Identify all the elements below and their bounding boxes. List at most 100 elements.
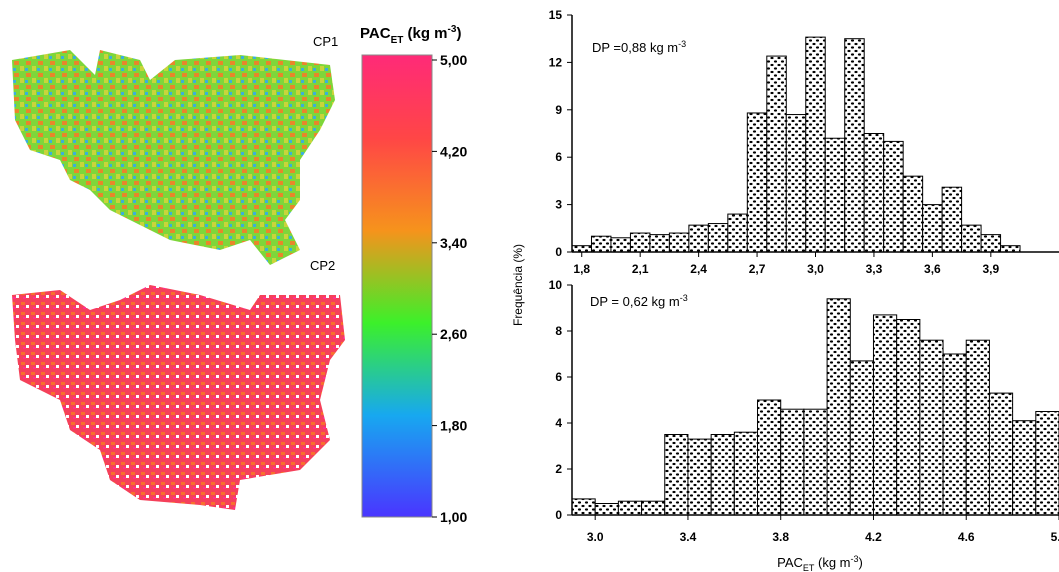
bar xyxy=(617,500,643,516)
colorbar-tick-label: 3,40 xyxy=(440,235,467,251)
x-tick-label: 3.0 xyxy=(587,530,604,544)
bar xyxy=(668,232,690,253)
bar xyxy=(780,408,805,516)
x-tick-label: 3,0 xyxy=(807,262,824,276)
bar xyxy=(649,234,670,253)
title-sup: -3 xyxy=(448,24,457,35)
y-tick-label: 0 xyxy=(555,508,562,522)
bar xyxy=(826,298,851,516)
map-cp1 xyxy=(12,50,335,265)
bar xyxy=(844,38,865,253)
bar xyxy=(849,360,874,516)
y-tick-label: 9 xyxy=(555,103,562,117)
colorbar-tick-label: 1,00 xyxy=(440,509,467,525)
bar xyxy=(727,213,748,253)
bar xyxy=(919,339,944,516)
bar xyxy=(629,232,651,253)
y-axis-label: Frequência (%) xyxy=(511,244,525,326)
bar xyxy=(590,235,612,253)
y-tick-label: 8 xyxy=(555,324,562,338)
annotation-text: DP = 0,62 kg m xyxy=(590,294,680,309)
colorbar-tick-label: 4,20 xyxy=(440,143,467,159)
bar xyxy=(883,140,904,253)
bar xyxy=(664,434,689,516)
y-tick-label: 6 xyxy=(555,370,562,384)
bar xyxy=(687,438,712,516)
bar xyxy=(746,112,768,253)
bar xyxy=(942,353,967,516)
bar xyxy=(824,137,846,253)
bar xyxy=(594,503,619,516)
bar xyxy=(733,431,759,516)
bar xyxy=(961,224,982,253)
label-sub: ET xyxy=(803,563,815,572)
title-sub: ET xyxy=(391,35,404,46)
x-tick-label: 2,4 xyxy=(690,262,707,276)
bar xyxy=(922,204,943,253)
bar xyxy=(941,186,963,253)
bar xyxy=(710,434,735,516)
y-tick-label: 3 xyxy=(555,198,562,212)
label-part: (kg m xyxy=(814,555,850,570)
x-tick-label: 3.8 xyxy=(772,530,789,544)
title-part: ) xyxy=(456,25,461,42)
x-tick-label: 3,3 xyxy=(866,262,883,276)
annotation-text: DP =0,88 kg m xyxy=(592,40,678,55)
bar xyxy=(863,133,885,253)
x-tick-label: 2,7 xyxy=(749,262,766,276)
y-tick-label: 12 xyxy=(549,55,563,69)
bar xyxy=(766,55,787,253)
bar xyxy=(902,175,924,253)
bar xyxy=(688,224,709,253)
y-tick-label: 2 xyxy=(555,462,562,476)
bar xyxy=(965,339,990,516)
bar xyxy=(1035,411,1059,516)
map-cp2 xyxy=(12,285,345,510)
annotation-sup: -3 xyxy=(678,39,686,49)
annotation-sup: -3 xyxy=(680,293,688,303)
bar xyxy=(571,245,592,253)
bar xyxy=(896,319,921,516)
bar xyxy=(571,498,596,516)
colorbar-title: PACET (kg m-3) xyxy=(360,24,461,46)
bar xyxy=(980,234,1002,253)
y-tick-label: 10 xyxy=(549,278,563,292)
map-label: CP1 xyxy=(313,34,338,49)
map-label: CP2 xyxy=(310,258,335,273)
bar xyxy=(641,500,666,516)
x-tick-label: 2,1 xyxy=(632,262,649,276)
bar xyxy=(757,399,782,516)
title-part: (kg m xyxy=(403,25,447,42)
y-tick-label: 4 xyxy=(555,416,562,430)
x-tick-label: 5.0 xyxy=(1051,530,1059,544)
bar xyxy=(1000,245,1021,253)
bar xyxy=(803,408,828,516)
x-tick-label: 4.2 xyxy=(865,530,882,544)
y-tick-label: 0 xyxy=(555,245,562,259)
bar xyxy=(1012,420,1037,516)
bar xyxy=(872,314,898,516)
annotation: DP = 0,62 kg m-3 xyxy=(590,293,688,309)
bar xyxy=(785,114,807,253)
colorbar-tick-label: 5,00 xyxy=(440,52,467,68)
colorbar-tick-label: 1,80 xyxy=(440,418,467,434)
annotation: DP =0,88 kg m-3 xyxy=(592,39,686,55)
x-tick-label: 1,8 xyxy=(573,262,590,276)
x-tick-label: 3,6 xyxy=(924,262,941,276)
bar xyxy=(805,36,826,253)
title-part: PAC xyxy=(360,25,391,42)
bar xyxy=(610,237,631,253)
x-axis-label: PACET (kg m-3) xyxy=(777,554,863,572)
x-tick-label: 3.4 xyxy=(680,530,697,544)
label-sup: -3 xyxy=(851,554,859,564)
x-tick-label: 3,9 xyxy=(982,262,999,276)
label-part: ) xyxy=(859,555,863,570)
colorbar-tick-label: 2,60 xyxy=(440,326,467,342)
bar xyxy=(988,392,1014,516)
colorbar xyxy=(361,54,433,518)
label-part: PAC xyxy=(777,555,803,570)
x-tick-label: 4.6 xyxy=(958,530,975,544)
y-tick-label: 15 xyxy=(549,8,563,22)
bar xyxy=(707,223,729,253)
